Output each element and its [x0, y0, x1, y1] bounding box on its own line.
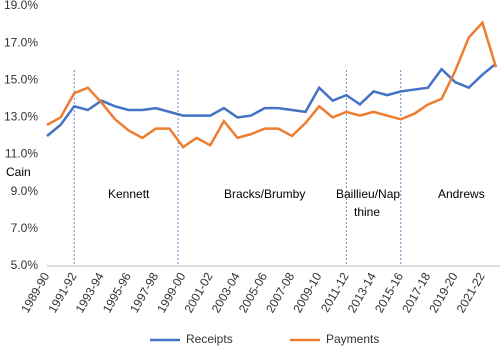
annotation: Cain: [6, 165, 31, 179]
legend-label: Receipts: [186, 332, 233, 346]
y-tick-label: 9.0%: [11, 184, 39, 198]
y-tick-label: 13.0%: [4, 110, 38, 124]
y-tick-label: 7.0%: [11, 221, 39, 235]
annotation: Bracks/Brumby: [224, 187, 305, 201]
annotation: thine: [354, 205, 380, 219]
y-tick-label: 5.0%: [11, 258, 39, 272]
annotation: Baillieu/Nap: [336, 187, 400, 201]
line-series: [46, 20, 498, 149]
annotation: Kennett: [108, 187, 150, 201]
y-tick-label: 19.0%: [4, 0, 38, 12]
legend-label: Payments: [326, 332, 379, 346]
annotation: Andrews: [438, 187, 485, 201]
y-tick-label: 15.0%: [4, 72, 38, 86]
line-series: [46, 62, 497, 137]
y-tick-label: 17.0%: [4, 35, 38, 49]
y-tick-label: 11.0%: [5, 147, 38, 161]
